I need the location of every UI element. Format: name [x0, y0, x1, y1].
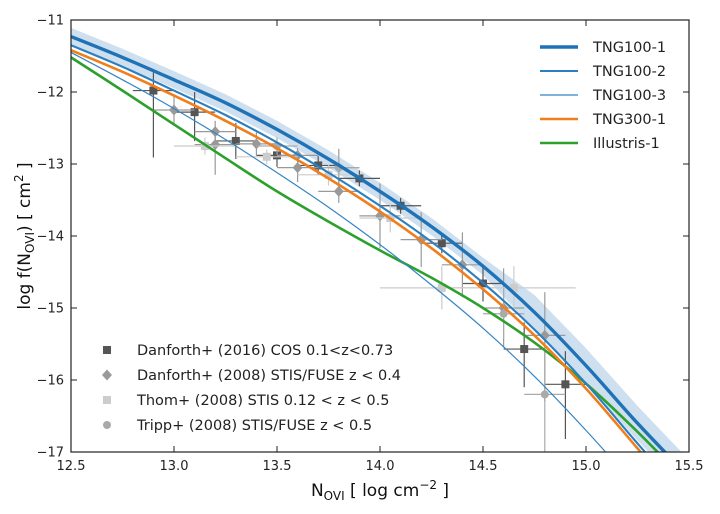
legend-line-label: Illustris-1	[593, 136, 660, 152]
legend-point-label: Tripp+ (2008) STIS/FUSE z < 0.5	[136, 418, 372, 434]
legend-marker	[103, 421, 111, 429]
data-point	[437, 239, 446, 248]
x-tick-label: 14.0	[366, 459, 395, 474]
data-point	[540, 390, 549, 399]
legend-line-label: TNG100-3	[592, 88, 666, 104]
legend-simulations: TNG100-1 TNG100-2 TNG100-3 TNG300-1 Illustri…	[540, 40, 666, 152]
data-point	[437, 283, 446, 292]
y-tick-label: −12	[37, 86, 64, 101]
data-point	[520, 345, 529, 354]
tng100-1-uncertainty-band	[71, 27, 682, 452]
legend-marker	[103, 346, 111, 354]
legend-point-label: Danforth+ (2008) STIS/FUSE z < 0.4	[137, 368, 401, 384]
data-point	[561, 380, 570, 389]
x-tick-label: 15.0	[572, 459, 601, 474]
legend-line-label: TNG100-2	[592, 64, 666, 80]
y-tick-label: −11	[37, 14, 64, 29]
legend-marker	[102, 369, 112, 381]
data-point	[509, 283, 518, 292]
y-tick-label: −16	[37, 374, 64, 389]
x-axis-title: NOVI [ log cm−2 ]	[311, 478, 449, 503]
x-tick-label: 14.5	[469, 459, 498, 474]
y-tick-label: −14	[37, 230, 64, 245]
data-point	[210, 139, 221, 151]
series-line-tng100-2	[71, 44, 647, 452]
legend-point-label: Danforth+ (2016) COS 0.1<z<0.73	[137, 343, 393, 359]
axis-ticks: 12.5 13.0 13.5 14.0 14.5 15.0 15.5 −17 −16 −15 −14…	[37, 14, 704, 475]
x-tick-label: 12.5	[57, 459, 86, 474]
data-point	[333, 185, 344, 197]
data-point	[231, 136, 240, 145]
y-axis-title: log f(NOVI) [ cm2 ]	[12, 162, 37, 309]
series-line-tng100-3	[71, 51, 607, 452]
legend-marker	[103, 396, 111, 404]
x-tick-label: 13.0	[160, 459, 189, 474]
data-point	[149, 86, 158, 95]
plot-area	[71, 27, 682, 452]
y-tick-label: −13	[37, 158, 64, 173]
data-point	[292, 162, 303, 174]
data-point	[262, 152, 271, 161]
data-point	[190, 108, 199, 117]
x-tick-label: 13.5	[263, 459, 292, 474]
x-tick-label: 15.5	[675, 459, 704, 474]
data-point	[499, 309, 508, 318]
legend-observations: Danforth+ (2016) COS 0.1<z<0.73 Danforth+…	[102, 343, 401, 434]
data-point	[324, 170, 333, 179]
legend-line-label: TNG300-1	[592, 112, 666, 128]
legend-line-label: TNG100-1	[592, 40, 666, 56]
series-line-tng300-1	[71, 48, 643, 452]
series-line-tng100-1	[71, 34, 668, 452]
y-tick-label: −17	[37, 446, 64, 461]
legend-point-label: Thom+ (2008) STIS 0.12 < z < 0.5	[136, 393, 389, 409]
y-tick-label: −15	[37, 302, 64, 317]
